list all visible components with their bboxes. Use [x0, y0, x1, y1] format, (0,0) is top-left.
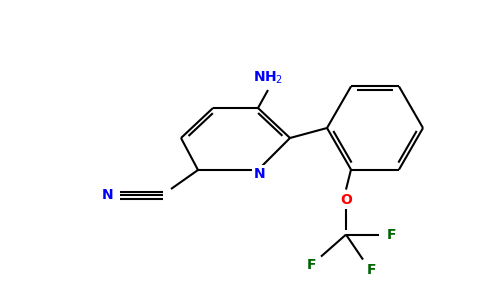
- Text: F: F: [306, 258, 316, 272]
- Text: N: N: [254, 167, 266, 181]
- Text: NH$_2$: NH$_2$: [253, 70, 283, 86]
- Text: O: O: [340, 193, 352, 207]
- Text: F: F: [386, 228, 396, 242]
- Text: F: F: [366, 262, 376, 277]
- Text: N: N: [102, 188, 114, 202]
